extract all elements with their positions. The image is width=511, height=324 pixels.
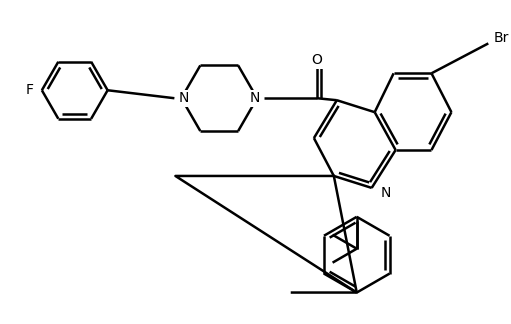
- Text: O: O: [312, 53, 322, 67]
- Text: N: N: [381, 186, 391, 200]
- Text: N: N: [178, 91, 189, 105]
- Text: N: N: [250, 91, 260, 105]
- Text: F: F: [26, 83, 34, 97]
- Text: Br: Br: [493, 31, 508, 45]
